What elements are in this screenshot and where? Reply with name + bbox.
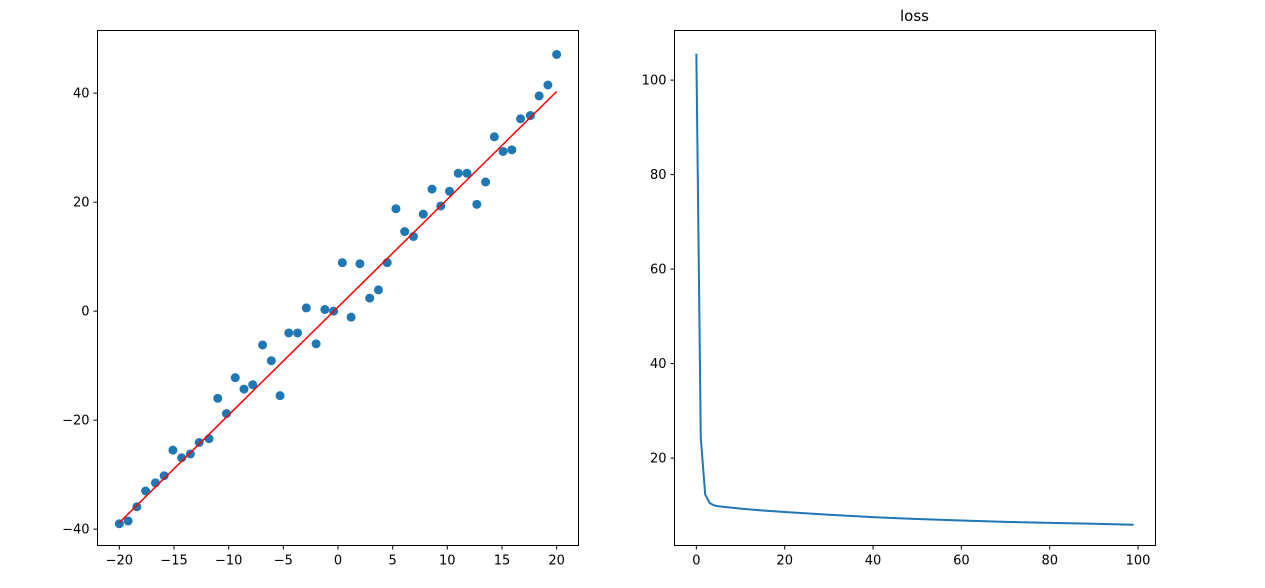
x-tick-label: 80 — [1041, 554, 1058, 569]
scatter-point — [534, 91, 544, 101]
x-tick-label: 5 — [389, 554, 397, 569]
scatter-plot-marks — [114, 49, 562, 529]
x-tick-label: 0 — [334, 554, 342, 569]
y-tick-label: −40 — [62, 523, 89, 538]
scatter-point — [150, 478, 160, 488]
scatter-point — [320, 305, 330, 315]
scatter-point — [293, 328, 303, 338]
loss-plot-ticks: 0 20 40 60 80 100 20 40 60 80 100 — [642, 74, 1151, 569]
scatter-point — [346, 312, 356, 322]
y-tick-label: 20 — [650, 452, 667, 467]
x-tick-label: 10 — [439, 554, 456, 569]
scatter-point — [445, 186, 455, 196]
loss-plot-title: loss — [900, 7, 929, 25]
scatter-point — [337, 258, 347, 268]
scatter-point — [462, 168, 472, 178]
scatter-point — [284, 328, 294, 338]
x-tick-label: 0 — [692, 554, 700, 569]
x-tick-label: 40 — [865, 554, 882, 569]
loss-plot-marks — [695, 53, 1134, 526]
scatter-point — [221, 409, 231, 419]
scatter-point — [301, 303, 311, 313]
loss-plot-frame — [674, 30, 1156, 546]
scatter-point — [194, 438, 204, 447]
scatter-point — [275, 391, 285, 401]
loss-plot: loss 0 20 40 60 80 100 20 40 60 80 100 — [642, 7, 1156, 569]
scatter-point — [168, 445, 178, 455]
scatter-point — [525, 111, 535, 121]
scatter-point — [213, 393, 223, 403]
x-tick-label: −15 — [160, 554, 187, 569]
scatter-point — [498, 146, 508, 156]
scatter-point — [472, 199, 482, 209]
scatter-point — [453, 168, 463, 178]
x-tick-label: 100 — [1126, 554, 1151, 569]
fit-line — [118, 91, 558, 524]
scatter-point — [391, 204, 401, 214]
scatter-plot: −20 −15 −10 −5 0 5 10 15 20 −40 −20 0 20 40 — [62, 30, 579, 569]
scatter-point — [481, 177, 491, 187]
scatter-point — [516, 114, 526, 124]
x-tick-label: 20 — [548, 554, 565, 569]
scatter-point — [114, 519, 124, 529]
scatter-point — [239, 384, 249, 394]
y-tick-label: 0 — [81, 305, 89, 320]
scatter-point — [400, 227, 410, 237]
x-tick-label: −20 — [106, 554, 133, 569]
scatter-point — [373, 285, 383, 295]
scatter-point — [543, 80, 553, 90]
x-tick-label: −5 — [274, 554, 293, 569]
y-tick-label: 40 — [73, 87, 90, 102]
scatter-point — [141, 486, 151, 496]
y-tick-label: 100 — [642, 74, 667, 89]
y-tick-label: 20 — [73, 196, 90, 211]
loss-series-line — [695, 53, 1134, 526]
scatter-point — [427, 184, 437, 194]
scatter-point — [418, 209, 428, 219]
y-tick-label: 60 — [650, 263, 667, 278]
scatter-plot-ticks: −20 −15 −10 −5 0 5 10 15 20 −40 −20 0 20 40 — [62, 87, 565, 569]
scatter-point — [311, 339, 321, 349]
y-tick-label: 80 — [650, 168, 667, 183]
scatter-point — [365, 293, 375, 303]
scatter-point — [355, 259, 365, 269]
scatter-point — [258, 340, 268, 350]
y-tick-label: −20 — [62, 414, 89, 429]
scatter-point — [266, 356, 276, 366]
scatter-point — [489, 132, 499, 142]
scatter-point — [248, 380, 258, 390]
scatter-point — [552, 49, 562, 59]
scatter-point — [507, 145, 517, 155]
x-tick-label: 15 — [494, 554, 511, 569]
scatter-point — [159, 471, 169, 481]
y-tick-label: 40 — [650, 357, 667, 372]
x-tick-label: 20 — [776, 554, 793, 569]
scatter-point — [185, 449, 195, 459]
scatter-point — [123, 516, 133, 526]
x-tick-label: −10 — [215, 554, 242, 569]
scatter-point — [132, 502, 142, 512]
x-tick-label: 60 — [953, 554, 970, 569]
scatter-point — [204, 434, 214, 444]
scatter-point — [230, 373, 240, 383]
